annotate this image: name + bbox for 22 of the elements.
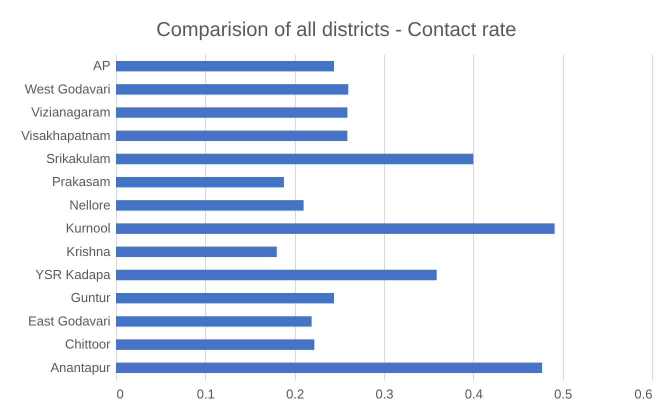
- chart-title: Comparision of all districts - Contact rate: [156, 19, 516, 41]
- y-tick-label: Kurnool: [66, 220, 111, 236]
- x-tick-label: 0.3: [375, 386, 394, 402]
- y-tick-label: YSR Kadapa: [35, 267, 112, 282]
- y-tick-label: Prakasam: [52, 174, 110, 190]
- y-tick-label: Srikakulam: [46, 150, 110, 166]
- y-tick-label: West Godavari: [24, 81, 111, 96]
- y-tick-label: Anantapur: [50, 360, 112, 375]
- x-tick-label: 0.2: [286, 386, 304, 402]
- y-tick-label: Guntur: [70, 290, 112, 306]
- y-tick-label: Krishna: [66, 244, 112, 259]
- x-tick-label: 0.4: [464, 386, 483, 402]
- y-tick-label: Vizianagaram: [31, 104, 110, 120]
- x-tick-label: 0.5: [554, 386, 572, 402]
- y-tick-label: Nellore: [69, 197, 110, 212]
- y-tick-label: Visakhapatnam: [21, 128, 110, 143]
- y-tick-label: East Godavari: [28, 313, 111, 328]
- y-tick-label: AP: [93, 58, 110, 74]
- x-tick-label: 0: [116, 386, 124, 402]
- x-tick-label: 0.1: [196, 386, 215, 402]
- y-tick-label: Chittoor: [64, 336, 112, 352]
- x-tick-label: 0.6: [634, 386, 652, 402]
